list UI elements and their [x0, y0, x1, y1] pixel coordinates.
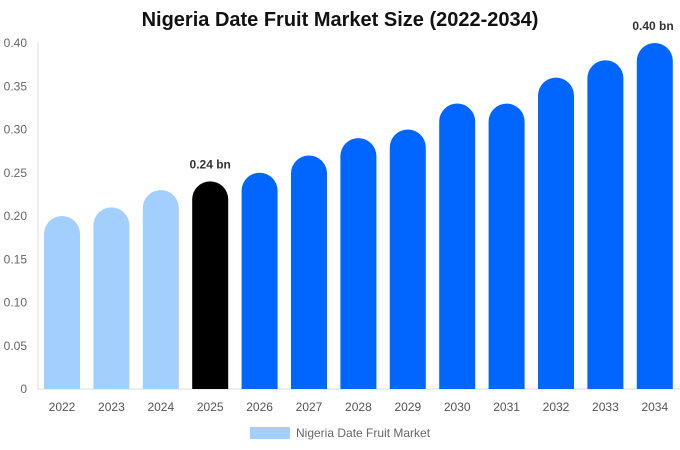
- x-tick-label: 2030: [444, 400, 471, 414]
- bar-2023: [93, 207, 130, 389]
- x-tick-label: 2033: [592, 400, 619, 414]
- bar-2030: [439, 103, 476, 390]
- data-label-2034: 0.40 bn: [632, 19, 673, 33]
- y-tick-label: 0.15: [4, 252, 28, 266]
- bar-2022: [44, 216, 80, 389]
- y-tick-label: 0.20: [4, 209, 28, 223]
- y-tick-label: 0.35: [4, 79, 28, 93]
- legend-swatch: [250, 427, 290, 439]
- legend-label: Nigeria Date Fruit Market: [296, 426, 431, 440]
- x-tick-label: 2027: [296, 400, 323, 414]
- data-label-2025: 0.24 bn: [190, 157, 231, 171]
- bar-2025: [192, 181, 229, 389]
- x-tick-label: 2031: [493, 400, 520, 414]
- bar-2027: [291, 155, 327, 389]
- bar-2026: [241, 172, 278, 389]
- bar-2034: [636, 43, 673, 389]
- bar-2032: [538, 77, 574, 389]
- x-tick-label: 2024: [147, 400, 174, 414]
- bar-2031: [488, 103, 525, 389]
- x-tick-label: 2025: [197, 400, 224, 414]
- y-tick-label: 0: [20, 382, 27, 396]
- bar-2024: [142, 190, 179, 389]
- x-tick-label: 2029: [394, 400, 421, 414]
- x-tick-label: 2028: [345, 400, 372, 414]
- y-tick-label: 0.40: [4, 36, 28, 50]
- bar-2033: [587, 60, 624, 389]
- y-tick-label: 0.25: [4, 166, 28, 180]
- x-tick-label: 2034: [641, 400, 668, 414]
- x-tick-label: 2023: [98, 400, 125, 414]
- x-tick-label: 2032: [543, 400, 570, 414]
- x-tick-label: 2026: [246, 400, 273, 414]
- y-tick-label: 0.30: [4, 123, 28, 137]
- x-tick-label: 2022: [49, 400, 76, 414]
- chart-title: Nigeria Date Fruit Market Size (2022-203…: [141, 9, 539, 31]
- bar-2028: [340, 138, 377, 389]
- y-tick-label: 0.05: [4, 339, 28, 353]
- y-tick-label: 0.10: [4, 296, 28, 310]
- bar-2029: [389, 129, 426, 389]
- legend: Nigeria Date Fruit Market: [250, 426, 430, 440]
